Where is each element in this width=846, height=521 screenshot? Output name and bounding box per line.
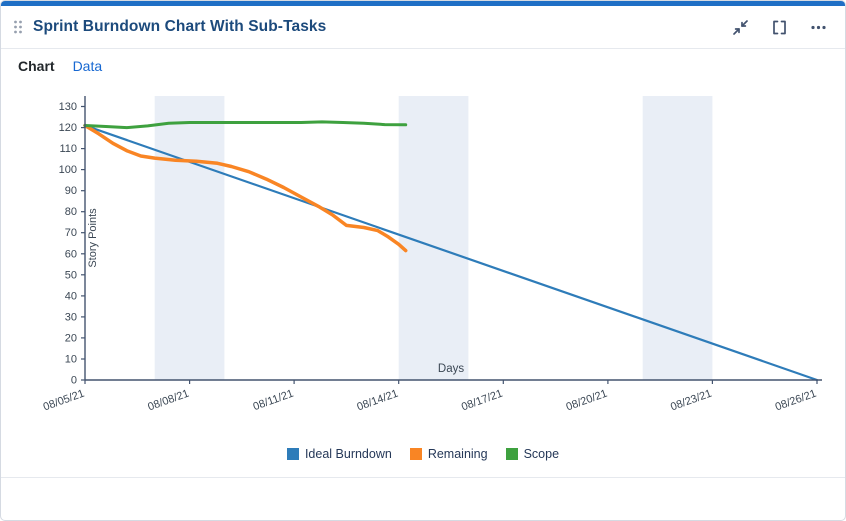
chart-area: 0 10 20 30 40 50 60 70 80 90 100 110 120 130 08/05/21 0… — [1, 74, 845, 441]
drag-handle-icon[interactable] — [13, 19, 23, 35]
y-tick-label: 30 — [65, 311, 77, 323]
x-tick-label: 08/05/21 — [42, 388, 86, 414]
legend-label-remaining: Remaining — [427, 447, 488, 461]
y-tick-label: 40 — [65, 290, 77, 302]
y-tick-label: 50 — [65, 269, 77, 281]
header-actions — [732, 19, 827, 36]
y-tick-label: 130 — [59, 101, 77, 113]
gadget-header: Sprint Burndown Chart With Sub-Tasks — [1, 6, 845, 49]
y-tick-label: 100 — [59, 164, 77, 176]
legend-label-scope: Scope — [523, 447, 560, 461]
burndown-chart: 0 10 20 30 40 50 60 70 80 90 100 110 120 130 08/05/21 0… — [42, 96, 822, 414]
y-tick-label: 120 — [59, 122, 77, 134]
minimize-icon — [732, 19, 749, 36]
legend-label-ideal-burndown: Ideal Burndown — [304, 447, 392, 461]
x-axis-title: Days — [438, 363, 464, 375]
y-tick-label: 90 — [65, 185, 77, 197]
fullscreen-button[interactable] — [771, 19, 788, 36]
gadget-title: Sprint Burndown Chart With Sub-Tasks — [33, 18, 327, 35]
y-axis-title: Story Points — [87, 208, 99, 268]
fullscreen-brackets-icon — [771, 19, 788, 36]
x-tick-label: 08/14/21 — [355, 388, 399, 414]
series-line-scope — [83, 120, 408, 130]
ellipsis-icon — [810, 19, 827, 36]
x-tick-label: 08/08/21 — [146, 388, 190, 414]
more-menu-button[interactable] — [810, 19, 827, 36]
series-line-remaining — [83, 123, 408, 253]
weekend-band — [154, 96, 225, 380]
y-tick-label: 60 — [65, 248, 77, 260]
y-tick-label: 110 — [59, 143, 77, 155]
tab-data[interactable]: Data — [72, 58, 103, 74]
legend-item-remaining: Remaining — [409, 447, 488, 461]
series-line-ideal-burndown — [83, 124, 819, 382]
y-tick-label: 80 — [65, 206, 77, 218]
x-tick-label: 08/23/21 — [669, 388, 713, 414]
legend-swatch-remaining — [409, 448, 422, 460]
x-tick-label: 08/26/21 — [774, 388, 818, 414]
legend-swatch-scope — [505, 448, 518, 460]
y-tick-label: 70 — [65, 227, 77, 239]
legend-swatch-ideal-burndown — [286, 448, 299, 460]
y-tick-label: 0 — [71, 375, 77, 387]
legend-item-scope: Scope — [505, 447, 560, 461]
weekend-band — [642, 96, 713, 380]
legend-item-ideal-burndown: Ideal Burndown — [286, 447, 392, 461]
bottom-divider — [1, 477, 845, 478]
gadget-accent-bar — [1, 1, 845, 6]
x-tick-label: 08/20/21 — [565, 388, 609, 414]
tab-chart[interactable]: Chart — [18, 58, 55, 74]
chart-legend: Ideal Burndown Remaining Scope — [1, 447, 845, 461]
minimize-button[interactable] — [732, 19, 749, 36]
x-tick-label: 08/17/21 — [460, 388, 504, 414]
x-tick-label: 08/11/21 — [252, 388, 296, 414]
y-tick-label: 10 — [65, 354, 77, 366]
tab-bar: Chart Data — [1, 49, 845, 74]
y-tick-label: 20 — [65, 332, 77, 344]
